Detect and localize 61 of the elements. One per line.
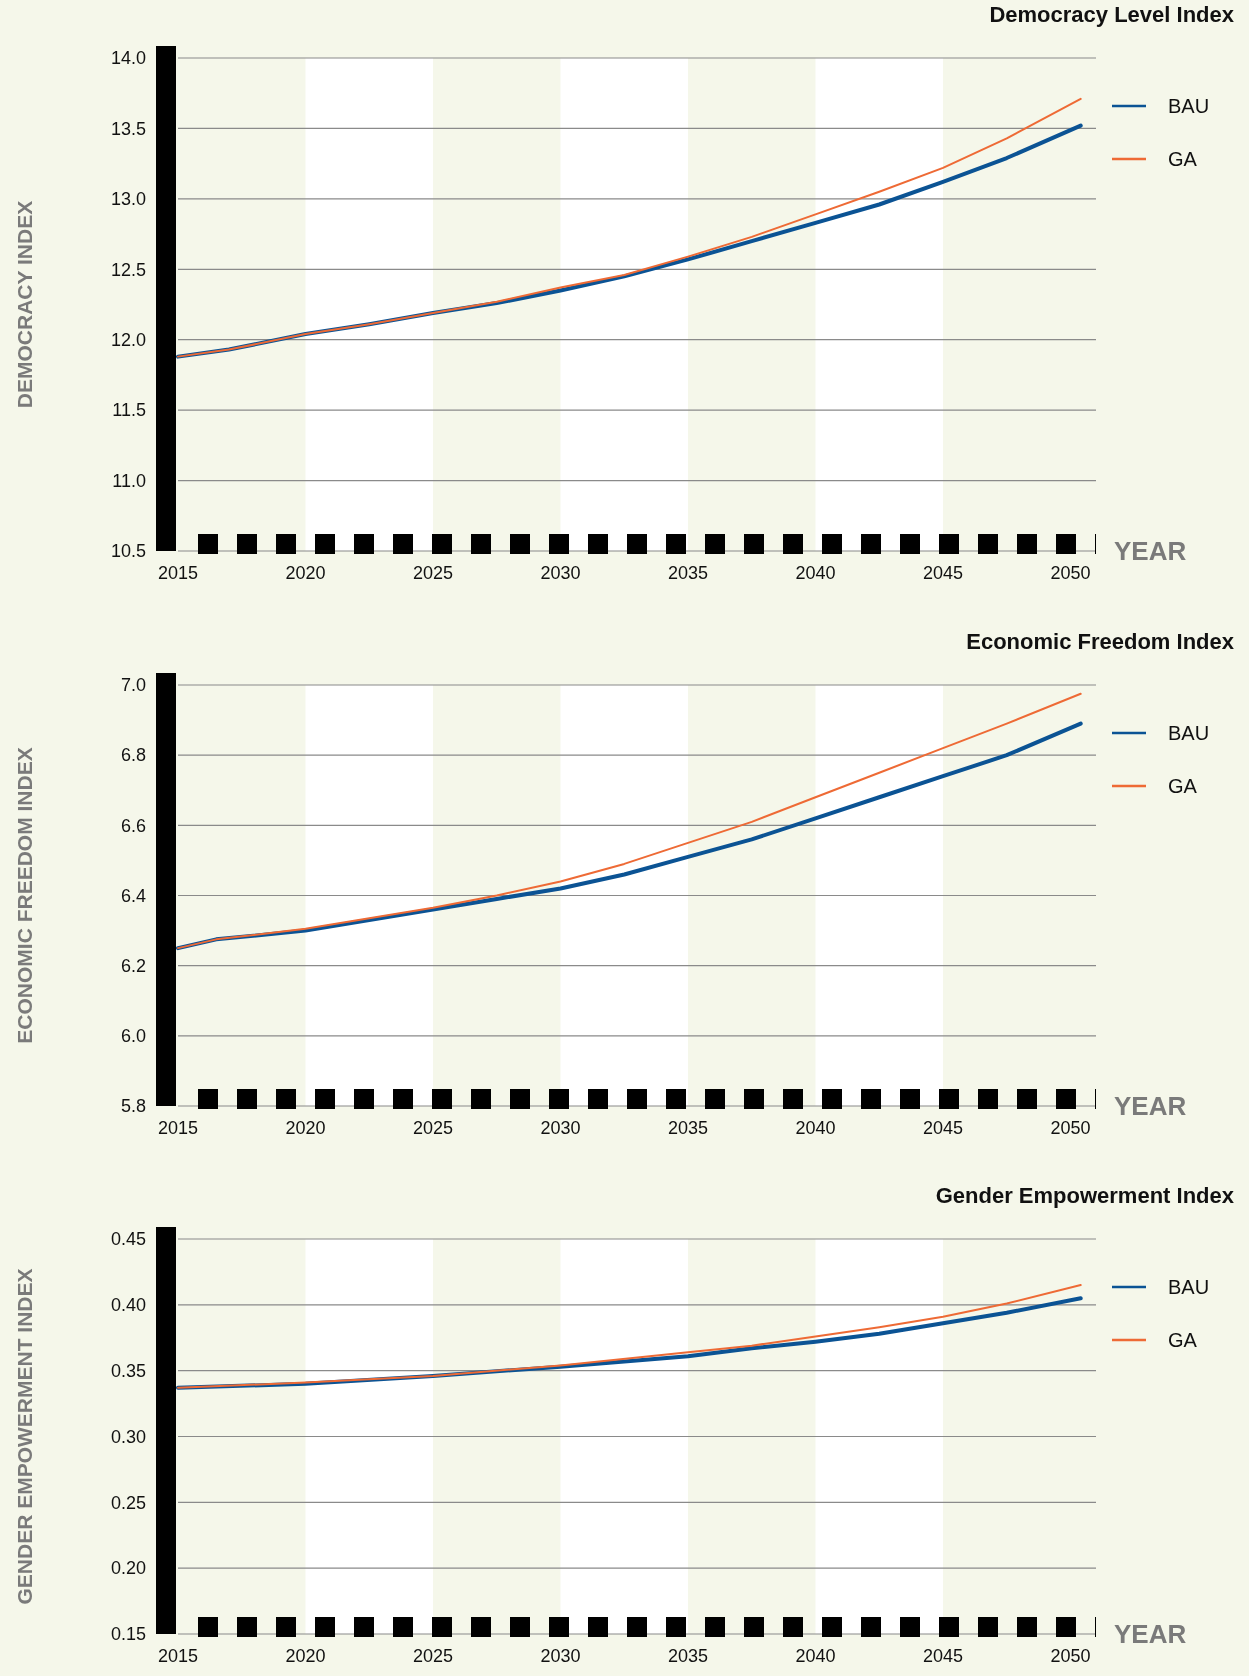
y-tick-label: 11.0 bbox=[112, 470, 146, 491]
x-tick-label: 2035 bbox=[667, 1646, 709, 1666]
y-tick-label: 7.0 bbox=[120, 675, 146, 696]
y-axis-title: DEMOCRACY INDEX bbox=[13, 200, 36, 409]
x-tick-label: 2050 bbox=[1050, 1118, 1091, 1138]
legend-label: GA bbox=[1168, 775, 1198, 797]
x-axis-title: YEAR bbox=[1114, 1091, 1187, 1121]
x-tick-label: 2035 bbox=[667, 1118, 709, 1138]
x-tick-label: 2040 bbox=[795, 1646, 836, 1666]
x-tick-label: 2020 bbox=[285, 1118, 326, 1138]
x-tick-label: 2015 bbox=[157, 1118, 199, 1138]
y-tick-label: 0.35 bbox=[110, 1360, 146, 1381]
chart-title: Democracy Level Index bbox=[989, 2, 1235, 27]
legend-label: BAU bbox=[1168, 722, 1210, 744]
y-tick-label: 13.0 bbox=[110, 189, 146, 210]
x-tick-label: 2030 bbox=[540, 1646, 581, 1666]
y-tick-label: 14.0 bbox=[110, 48, 146, 69]
x-tick-label: 2040 bbox=[795, 563, 836, 583]
legend-label: BAU bbox=[1168, 95, 1210, 117]
x-tick-label: 2045 bbox=[922, 1646, 964, 1666]
y-tick-label: 13.5 bbox=[110, 118, 146, 139]
y-tick-label: 6.0 bbox=[120, 1026, 146, 1047]
chart-title: Gender Empowerment Index bbox=[935, 1183, 1235, 1208]
x-tick-label: 2045 bbox=[922, 563, 964, 583]
x-axis-title: YEAR bbox=[1114, 1619, 1187, 1649]
x-tick-label: 2020 bbox=[285, 563, 326, 583]
y-tick-label: 6.8 bbox=[120, 745, 146, 766]
x-tick-label: 2020 bbox=[285, 1646, 326, 1666]
x-axis-title: YEAR bbox=[1114, 536, 1187, 566]
x-tick-label: 2030 bbox=[540, 563, 581, 583]
y-tick-label: 0.20 bbox=[110, 1558, 146, 1579]
chart-title: Economic Freedom Index bbox=[966, 629, 1235, 654]
y-tick-label: 0.40 bbox=[110, 1295, 146, 1316]
x-tick-label: 2040 bbox=[795, 1118, 836, 1138]
y-tick-label: 0.25 bbox=[110, 1492, 146, 1513]
y-tick-label: 5.8 bbox=[120, 1096, 146, 1117]
y-tick-label: 6.6 bbox=[120, 815, 146, 836]
x-tick-label: 2015 bbox=[157, 1646, 199, 1666]
legend-label: BAU bbox=[1168, 1276, 1210, 1298]
x-tick-label: 2030 bbox=[540, 1118, 581, 1138]
y-tick-label: 6.2 bbox=[120, 955, 146, 976]
x-tick-label: 2050 bbox=[1050, 1646, 1091, 1666]
y-axis-title: GENDER EMPOWERMENT INDEX bbox=[13, 1268, 36, 1605]
legend-label: GA bbox=[1168, 1329, 1198, 1351]
x-tick-label: 2025 bbox=[412, 1118, 454, 1138]
y-tick-label: 0.15 bbox=[110, 1624, 146, 1645]
x-tick-label: 2050 bbox=[1050, 563, 1091, 583]
x-tick-label: 2015 bbox=[157, 563, 199, 583]
x-tick-label: 2035 bbox=[667, 563, 709, 583]
y-tick-label: 12.0 bbox=[110, 330, 146, 351]
x-tick-label: 2045 bbox=[922, 1118, 964, 1138]
y-tick-label: 0.30 bbox=[110, 1426, 146, 1447]
y-axis-title: ECONOMIC FREEDOM INDEX bbox=[13, 747, 36, 1044]
y-tick-label: 12.5 bbox=[110, 259, 146, 280]
x-tick-label: 2025 bbox=[412, 1646, 454, 1666]
x-tick-label: 2025 bbox=[412, 563, 454, 583]
y-tick-label: 6.4 bbox=[120, 885, 146, 906]
y-tick-label: 10.5 bbox=[110, 541, 146, 562]
y-tick-label: 0.45 bbox=[110, 1229, 146, 1250]
y-tick-label: 11.5 bbox=[112, 400, 146, 421]
legend-label: GA bbox=[1168, 148, 1198, 170]
